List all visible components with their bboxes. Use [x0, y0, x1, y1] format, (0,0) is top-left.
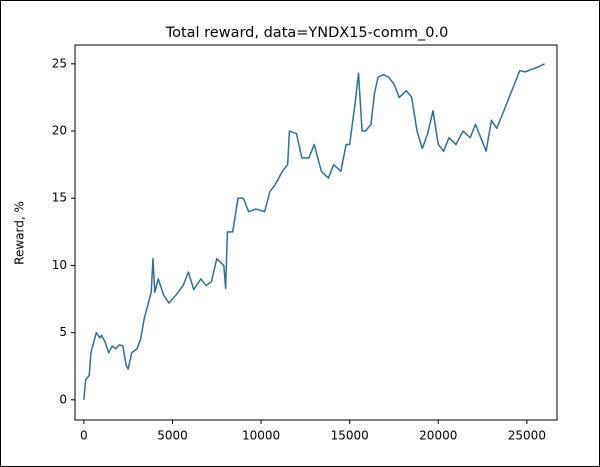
x-tick-label: 25000: [508, 429, 546, 443]
y-tick-label: 10: [52, 258, 67, 272]
y-tick-label: 5: [59, 325, 67, 339]
x-tick-label: 15000: [331, 429, 369, 443]
x-tick-label: 10000: [242, 429, 280, 443]
y-axis-label: Reward, %: [13, 201, 27, 265]
x-tick-label: 20000: [419, 429, 457, 443]
y-tick-label: 25: [52, 56, 67, 70]
y-tick-label: 20: [52, 124, 67, 138]
plot-frame: [74, 44, 558, 421]
x-tick-label: 5000: [157, 429, 188, 443]
y-tick-label: 0: [59, 392, 67, 406]
y-tick-label: 15: [52, 191, 67, 205]
chart-title: Total reward, data=YNDX15-comm_0.0: [165, 25, 449, 41]
x-tick-label: 0: [80, 429, 88, 443]
data-line: [83, 63, 545, 400]
